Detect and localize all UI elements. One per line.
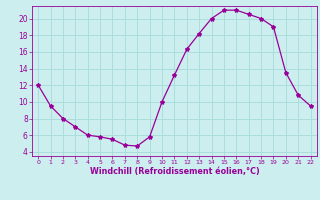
X-axis label: Windchill (Refroidissement éolien,°C): Windchill (Refroidissement éolien,°C) xyxy=(90,167,259,176)
